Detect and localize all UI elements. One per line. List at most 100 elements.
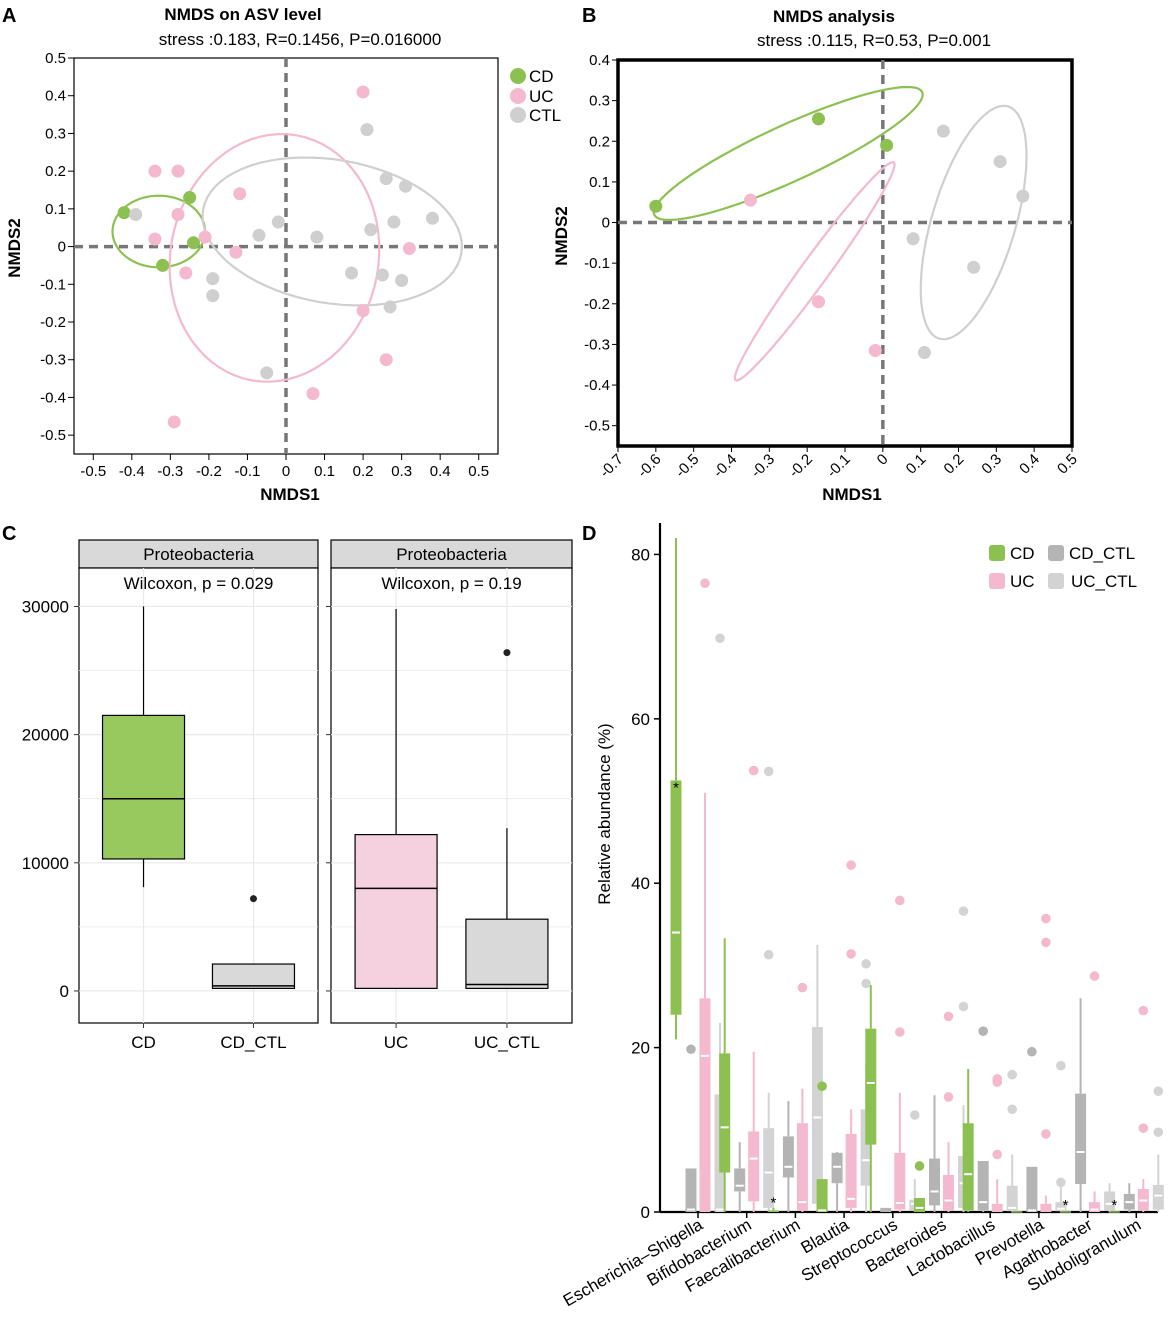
panel-b-title: NMDS analysis [773,7,895,26]
box-uc-ctl [860,1109,872,1186]
x-tick-label: -0.4 [710,451,740,481]
y-tick-label: 80 [631,545,650,564]
x-tick-label: -0.1 [235,463,261,480]
point-ctl [271,215,285,229]
outlier-uc [797,982,808,993]
box-cd [1108,1211,1120,1213]
point-ctl [398,179,412,193]
box-uc [845,1133,857,1208]
y-tick-label: -0.1 [584,255,610,272]
x-tick-label: 0.2 [353,463,374,480]
box-cd [767,1210,779,1212]
outlier-uc [943,1092,954,1102]
outlier-uc [700,578,710,589]
point-uc [148,164,162,178]
x-tick-label: UC_CTL [474,1033,540,1052]
x-tick-label: 0.4 [1016,451,1043,478]
box-cd [865,1028,877,1145]
x-tick-label: -0.2 [196,463,222,480]
panel-a-xlabel: NMDS1 [260,485,320,504]
box-cd-ctl [1075,1093,1087,1185]
point-uc [868,344,882,358]
x-tick-label: -0.3 [157,463,183,480]
outlier-point [503,649,511,657]
y-tick-label: 40 [631,874,650,893]
x-tick-label: 0.1 [903,451,930,478]
box-cd_ctl [211,963,296,989]
point-uc [229,245,243,259]
facet-strip-label: Proteobacteria [396,545,507,564]
y-tick-label: -0.3 [584,336,610,353]
outlier-uc-ctl [958,906,969,916]
point-uc [356,304,370,318]
outlier-uc [846,949,856,959]
point-uc [306,387,320,401]
point-cd [880,138,894,152]
panel-b-plot: -0.7 -0.6 -0.5 -0.4 -0.3 -0.2 -0.1 0 0.1 0.2 0.3 0.… [584,52,1081,481]
point-uc [148,232,162,246]
panel-d: D Relative abundance (%) 020406080*Esche… [560,523,1164,1310]
outlier-uc-ctl [910,1110,920,1120]
point-uc [233,187,247,201]
outlier-uc-ctl [861,978,871,989]
panel-b: B NMDS analysis stress :0.115, R=0.53, P… [552,5,1081,504]
significance-star: * [770,1195,776,1212]
outlier-uc-ctl [1007,1104,1017,1115]
outlier-uc-ctl [1153,1086,1164,1096]
box-uc [1089,1202,1101,1212]
outlier-uc-ctl [763,949,774,960]
ellipse-cd [111,194,207,269]
facet-strip [78,539,319,569]
panel-a-ylabel: NMDS2 [5,218,24,278]
point-cd [183,191,197,205]
x-tick-label: 0.3 [391,463,412,480]
y-tick-label: -0.2 [40,314,66,331]
y-tick-label: -0.5 [584,418,610,435]
legend-d-uc-label: UC [1010,572,1035,591]
outlier-cd-ctl [686,1044,696,1055]
box-uc-ctl [811,1027,823,1204]
significance-star: * [1063,1197,1069,1214]
legend-uc-swatch [510,88,526,104]
box-cd [670,780,682,1015]
y-tick-label: 0 [58,239,66,256]
y-tick-label: 0.2 [589,133,610,150]
outlier-uc [992,1149,1002,1160]
point-ctl [906,232,920,246]
x-tick-label: 0.2 [941,451,968,478]
panel-d-letter: D [582,523,596,545]
x-tick-label: -0.5 [672,451,702,481]
wilcoxon-annotation: Wilcoxon, p = 0.029 [124,574,274,593]
point-ctl [387,215,401,229]
panel-a-subtitle: stress :0.183, R=0.1456, P=0.016000 [159,30,442,49]
y-tick-label: 0 [641,1203,650,1222]
outlier-cd-ctl [1027,1046,1037,1057]
outlier-uc [1041,913,1051,924]
point-uc [402,241,416,255]
point-ctl [375,268,389,282]
x-tick-label: 0.3 [978,451,1005,478]
legend-d-cdctl-swatch [1048,545,1064,561]
panel-d-ylabel: Relative abundance (%) [595,723,614,904]
outlier-uc [895,895,905,906]
outlier-uc [992,1077,1002,1087]
panel-a-legend: CD UC CTL [510,67,561,125]
legend-ctl-label: CTL [529,106,561,125]
box-uc-ctl [1006,1185,1018,1212]
facet-strip-label: Proteobacteria [143,545,254,564]
y-tick-label: 0.1 [45,201,66,218]
panel-c: C Proteobacteria 0 10000 20000 30000 Wilcoxon… [2,523,573,1052]
point-uc [198,230,212,244]
point-cd [186,236,200,250]
outlier-cd [817,1081,827,1092]
legend-d-cdctl-label: CD_CTL [1069,544,1135,563]
panel-a-title: NMDS on ASV level [164,5,321,24]
outlier-uc-ctl [763,766,774,777]
point-uc [743,193,757,207]
y-tick-label: -0.3 [40,352,66,369]
y-tick-label: 0 [60,982,69,1001]
panel-c-letter: C [2,523,16,545]
box-uc [1040,1203,1052,1212]
legend-d-cd-swatch [989,545,1005,561]
box-uc [894,1152,906,1210]
